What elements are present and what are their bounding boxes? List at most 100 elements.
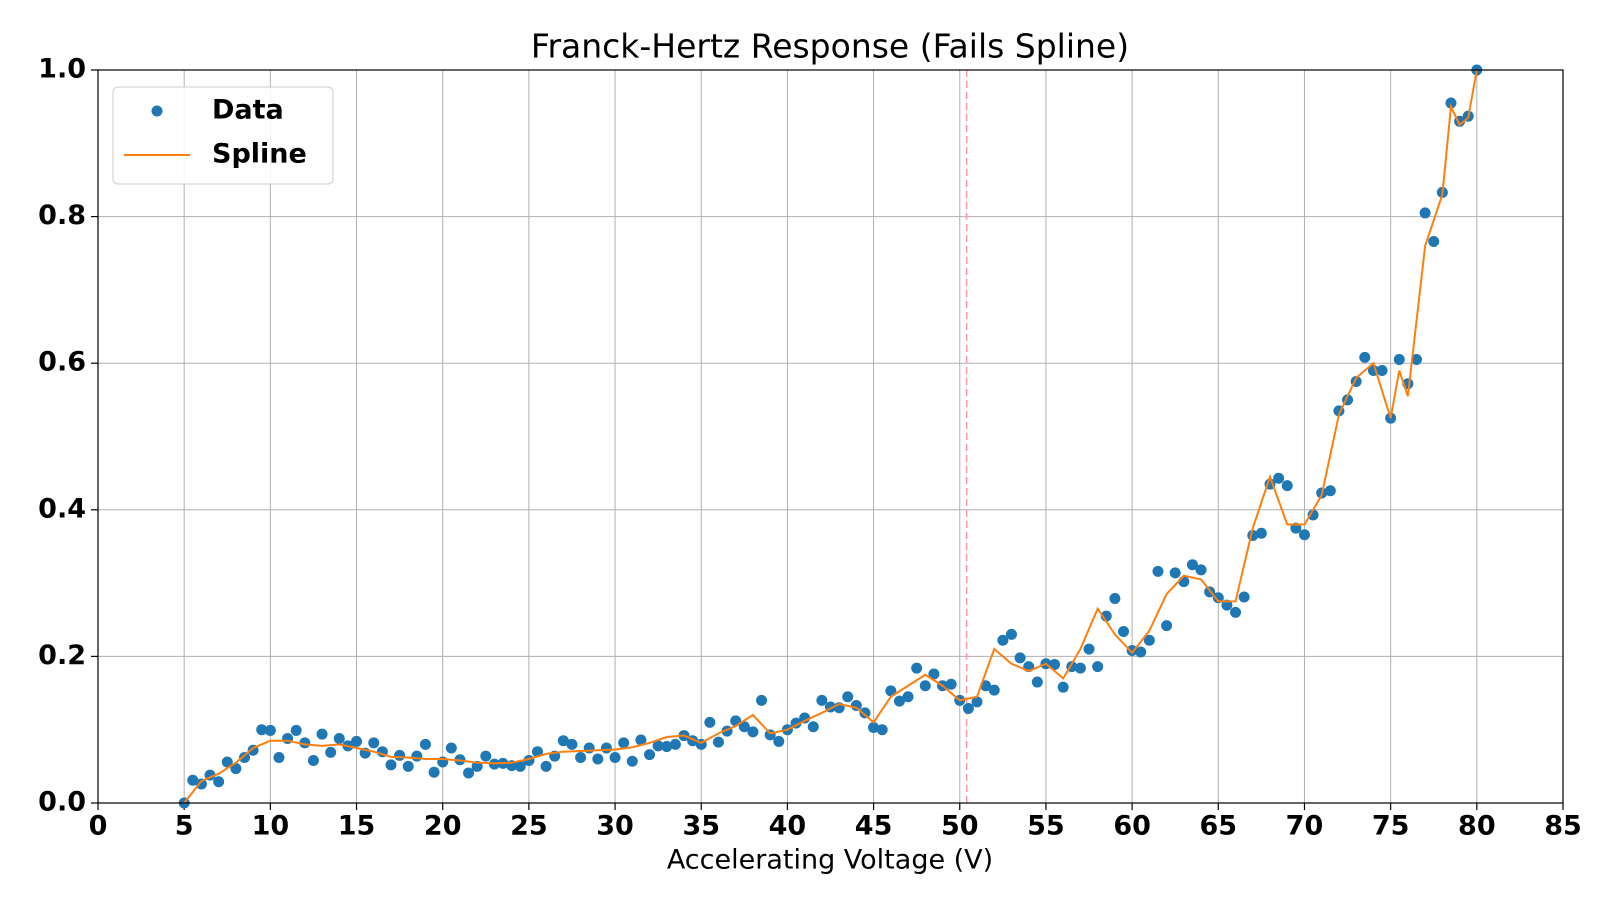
data-point (1445, 97, 1457, 109)
data-point (885, 685, 897, 697)
data-point (333, 732, 345, 744)
y-tick-label: 0.2 (38, 640, 86, 671)
data-point (1359, 351, 1371, 363)
data-point (868, 722, 880, 734)
data-point (230, 763, 242, 775)
data-point (463, 767, 475, 779)
data-point (1376, 365, 1388, 377)
x-tick-label: 60 (1113, 811, 1151, 842)
data-point (1161, 620, 1173, 632)
data-point (575, 752, 587, 764)
x-tick-label: 80 (1458, 811, 1496, 842)
data-point (1281, 480, 1293, 492)
data-point (1083, 643, 1095, 655)
legend-frame (112, 86, 334, 185)
data-point (566, 738, 578, 750)
data-point (1195, 564, 1207, 576)
data-point (368, 737, 380, 749)
data-point (1324, 485, 1336, 497)
x-tick-label: 70 (1286, 811, 1324, 842)
data-point (816, 694, 828, 706)
data-point (1428, 236, 1440, 248)
data-point (799, 712, 811, 724)
legend-label: Data (212, 95, 284, 126)
legend: Data Spline (112, 86, 334, 185)
data-point (876, 724, 888, 736)
data-point (195, 778, 207, 790)
x-axis-label: Accelerating Voltage (V) (667, 845, 993, 876)
data-point (307, 754, 319, 766)
x-tick-label: 30 (596, 811, 634, 842)
data-point (299, 737, 311, 749)
data-point (971, 696, 983, 708)
data-point (902, 691, 914, 703)
data-point (290, 724, 302, 736)
legend-marker (151, 105, 163, 117)
data-point (239, 752, 250, 764)
x-tick-label: 5 (175, 811, 194, 842)
data-point (583, 742, 595, 754)
data-point (1109, 592, 1121, 604)
spline-line (183, 69, 1478, 804)
data-point (669, 738, 681, 750)
data-point (911, 662, 923, 674)
data-point (618, 737, 630, 749)
data-point (652, 740, 664, 752)
data-point (1057, 681, 1069, 693)
data-point (928, 668, 940, 680)
data-point (402, 760, 414, 772)
y-tick-label: 0.0 (38, 787, 86, 818)
data-point (747, 726, 759, 738)
data-point (1031, 676, 1043, 688)
data-point (264, 724, 276, 736)
chart-title: Franck-Hertz Response (Fails Spline) (531, 27, 1129, 66)
data-point (351, 735, 363, 747)
data-point (1152, 565, 1164, 577)
data-point (532, 746, 543, 758)
data-point (213, 776, 225, 788)
data-point (842, 691, 854, 703)
x-tick-label: 75 (1372, 811, 1410, 842)
data-point (704, 716, 716, 728)
data-point (764, 729, 776, 741)
data-point (1005, 628, 1017, 640)
data-point (325, 746, 337, 758)
data-point (1135, 646, 1147, 658)
x-tick-label: 85 (1544, 811, 1582, 842)
data-point (385, 759, 397, 771)
x-tick-label: 20 (424, 811, 462, 842)
data-point (1238, 591, 1250, 603)
data-point (893, 695, 905, 707)
data-point (945, 678, 957, 690)
data-point (256, 724, 268, 736)
legend-label: Spline (212, 139, 307, 170)
data-point (221, 756, 233, 768)
x-tick-label: 55 (1027, 811, 1065, 842)
data-point (1307, 509, 1319, 521)
data-point (1298, 529, 1310, 541)
data-point (712, 736, 724, 748)
data-point (773, 735, 785, 747)
data-point (1273, 472, 1285, 484)
data-point (514, 760, 526, 772)
data-point (1393, 354, 1405, 366)
data-point (394, 749, 406, 761)
x-tick-label: 10 (252, 811, 290, 842)
data-point (1419, 207, 1431, 219)
data-point (962, 702, 974, 714)
data-point (919, 680, 931, 692)
data-point (997, 634, 1009, 646)
data-point (1169, 567, 1181, 579)
data-point (1230, 606, 1242, 618)
data-point (1074, 662, 1086, 674)
data-point (540, 760, 552, 772)
y-tick-label: 0.8 (38, 200, 86, 231)
data-point (859, 707, 871, 719)
data-point (480, 750, 492, 762)
data-point (1143, 634, 1155, 646)
data-point (419, 738, 431, 750)
data-point (411, 750, 423, 762)
data-point (635, 734, 647, 746)
data-point (1411, 354, 1422, 366)
